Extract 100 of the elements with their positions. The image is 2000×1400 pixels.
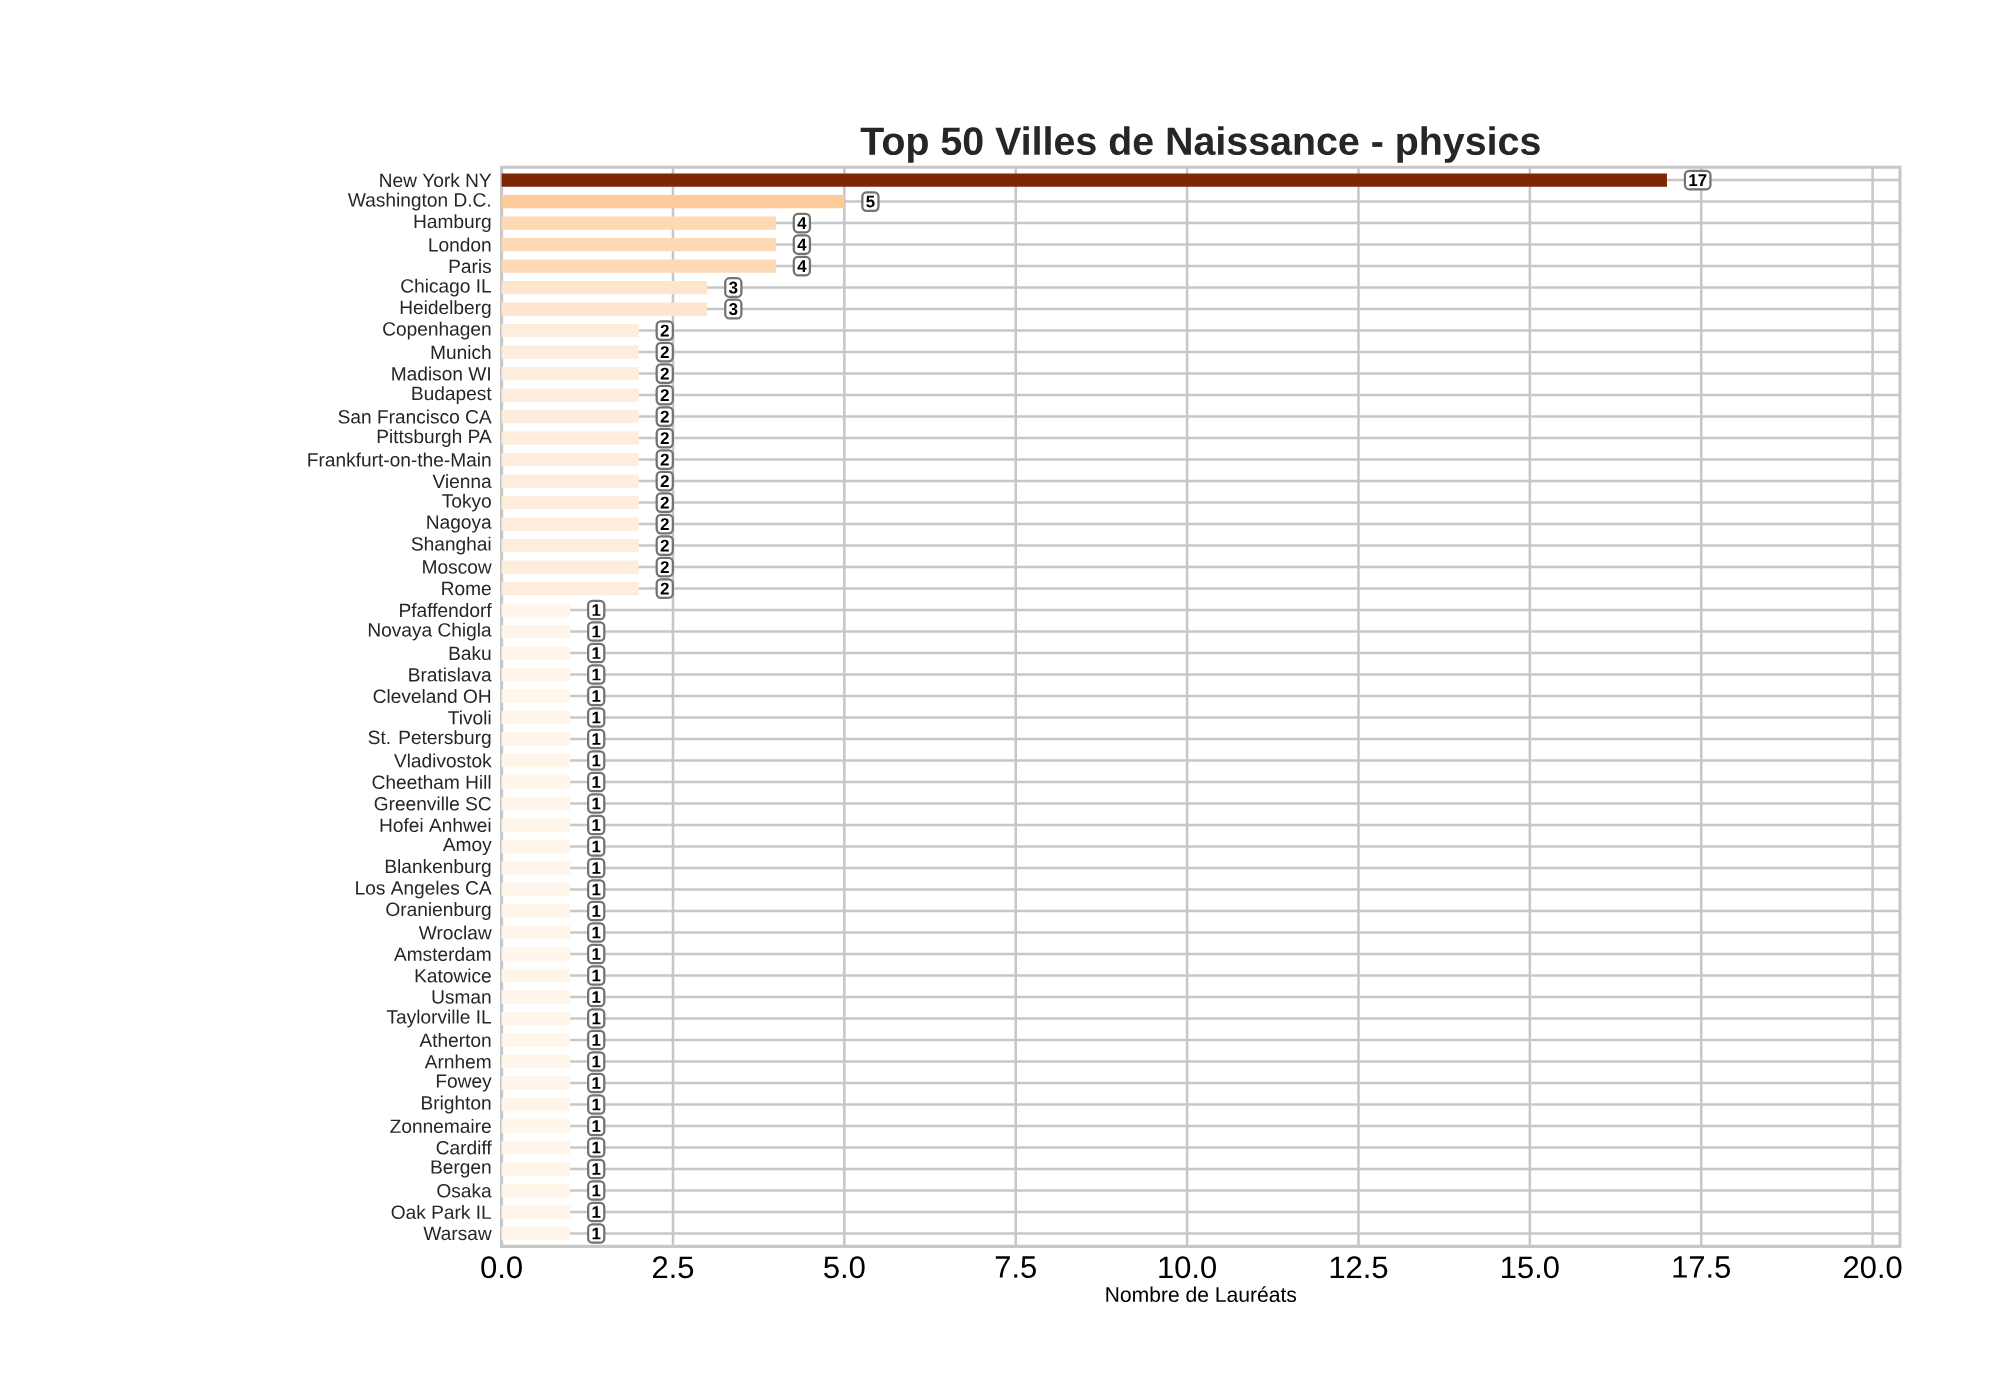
data-label: 2 bbox=[660, 410, 669, 423]
data-label: 4 bbox=[797, 238, 807, 251]
data-label: 2 bbox=[660, 324, 669, 337]
y-tick-label: Wroclaw bbox=[418, 925, 492, 940]
x-tick-label: 2.5 bbox=[653, 1256, 694, 1279]
data-label: 1 bbox=[592, 883, 601, 896]
y-tick-label: Hamburg bbox=[414, 214, 491, 232]
data-label: 1 bbox=[592, 733, 601, 745]
y-tick-label: Greenville SC bbox=[374, 796, 491, 811]
y-tick-label: Amsterdam bbox=[393, 947, 491, 962]
bar bbox=[501, 904, 571, 918]
x-tick-label: 20.0 bbox=[1844, 1256, 1902, 1279]
bar bbox=[501, 237, 776, 252]
data-label: 1 bbox=[592, 1227, 601, 1240]
y-tick-label: Bergen bbox=[431, 1160, 491, 1178]
bar bbox=[501, 1119, 571, 1133]
data-label: 1 bbox=[592, 625, 601, 638]
bar bbox=[501, 646, 571, 660]
y-tick-label: Madison WI bbox=[392, 366, 490, 381]
data-label: 4 bbox=[797, 217, 807, 229]
data-label: 1 bbox=[592, 754, 601, 767]
bar bbox=[501, 818, 571, 832]
y-tick-label: Munich bbox=[431, 345, 491, 360]
data-label: 1 bbox=[592, 776, 601, 788]
bar bbox=[501, 1097, 571, 1112]
y-tick-label: Moscow bbox=[423, 560, 492, 574]
bar bbox=[501, 345, 639, 359]
bar bbox=[501, 1183, 571, 1198]
data-label: 1 bbox=[592, 905, 601, 917]
y-tick-label: Budapest bbox=[412, 386, 492, 404]
y-tick-label: Los Angeles CA bbox=[356, 880, 492, 899]
y-tick-label: Amoy bbox=[442, 837, 492, 856]
bar bbox=[501, 1226, 571, 1241]
data-label: 1 bbox=[592, 1055, 601, 1068]
bar bbox=[501, 1076, 571, 1090]
data-label: 1 bbox=[592, 1163, 601, 1175]
bar bbox=[501, 710, 571, 725]
bar bbox=[501, 409, 639, 424]
y-tick-label: Rome bbox=[442, 581, 491, 596]
y-tick-label: Pfaffendorf bbox=[400, 603, 492, 618]
data-label: 1 bbox=[592, 690, 601, 702]
y-tick-label: Shanghai bbox=[411, 536, 491, 555]
y-tick-label: Atherton bbox=[419, 1033, 491, 1048]
y-tick-label: Brighton bbox=[422, 1095, 491, 1114]
y-tick-label: Oak Park IL bbox=[391, 1204, 492, 1220]
bar bbox=[501, 990, 571, 1004]
y-tick-label: Oranienburg bbox=[386, 902, 491, 920]
data-label: 2 bbox=[660, 346, 669, 358]
bar bbox=[501, 689, 571, 703]
y-tick-label: Hofei Anhwei bbox=[380, 818, 491, 833]
x-tick-label: 5.0 bbox=[824, 1256, 865, 1279]
data-label: 1 bbox=[592, 1012, 601, 1025]
bar bbox=[501, 259, 776, 273]
y-tick-label: Pittsburgh PA bbox=[377, 429, 492, 447]
chart-title: Top 50 Villes de Naissance - physics bbox=[860, 126, 1540, 163]
y-tick-label: Usman bbox=[432, 990, 491, 1004]
x-tick-label: 7.5 bbox=[995, 1256, 1036, 1278]
bar bbox=[501, 925, 571, 940]
y-tick-label: Frankfurt-on-the-Main bbox=[308, 452, 491, 467]
bar bbox=[501, 1162, 571, 1176]
bar bbox=[501, 732, 571, 746]
bar bbox=[501, 624, 571, 639]
bar bbox=[501, 538, 639, 553]
y-tick-label: Chicago IL bbox=[401, 278, 492, 297]
y-tick-label: Baku bbox=[449, 646, 491, 661]
data-label: 3 bbox=[729, 303, 738, 316]
y-tick-label: Vladivostok bbox=[393, 753, 492, 768]
y-tick-label: Tokyo bbox=[442, 493, 491, 512]
bar bbox=[501, 839, 571, 854]
x-tick-label: 0.0 bbox=[481, 1256, 522, 1279]
y-tick-label: Taylorville IL bbox=[386, 1009, 492, 1028]
bar bbox=[501, 517, 639, 531]
bar bbox=[501, 216, 776, 230]
bar bbox=[501, 1205, 571, 1219]
y-tick-label: Copenhagen bbox=[383, 321, 491, 340]
y-tick-label: New York NY bbox=[380, 173, 492, 188]
bar bbox=[501, 431, 639, 445]
bar bbox=[501, 194, 845, 209]
data-label: 1 bbox=[592, 1184, 601, 1197]
bar bbox=[501, 796, 571, 811]
data-label: 1 bbox=[592, 1206, 601, 1218]
y-tick-label: Novaya Chigla bbox=[368, 622, 492, 641]
bar bbox=[501, 603, 571, 617]
data-label: 1 bbox=[592, 1077, 601, 1089]
y-tick-label: Cheetham Hill bbox=[372, 775, 491, 790]
y-tick-label: Heidelberg bbox=[400, 300, 491, 318]
bar bbox=[501, 947, 571, 961]
bar bbox=[501, 173, 1667, 187]
data-label: 2 bbox=[660, 518, 669, 530]
y-tick-label: St. Petersburg bbox=[368, 730, 491, 748]
y-tick-label: Zonnemaire bbox=[390, 1119, 491, 1134]
bar bbox=[501, 388, 639, 402]
y-tick-label: Vienna bbox=[432, 474, 492, 489]
bar bbox=[501, 495, 639, 510]
data-label: 1 bbox=[592, 840, 601, 853]
x-axis-title: Nombre de Lauréats bbox=[1106, 1286, 1297, 1303]
y-tick-label: Washington D.C. bbox=[347, 192, 490, 211]
bar bbox=[501, 452, 639, 467]
data-label: 1 bbox=[592, 668, 601, 681]
y-tick-label: Tivoli bbox=[448, 710, 491, 725]
